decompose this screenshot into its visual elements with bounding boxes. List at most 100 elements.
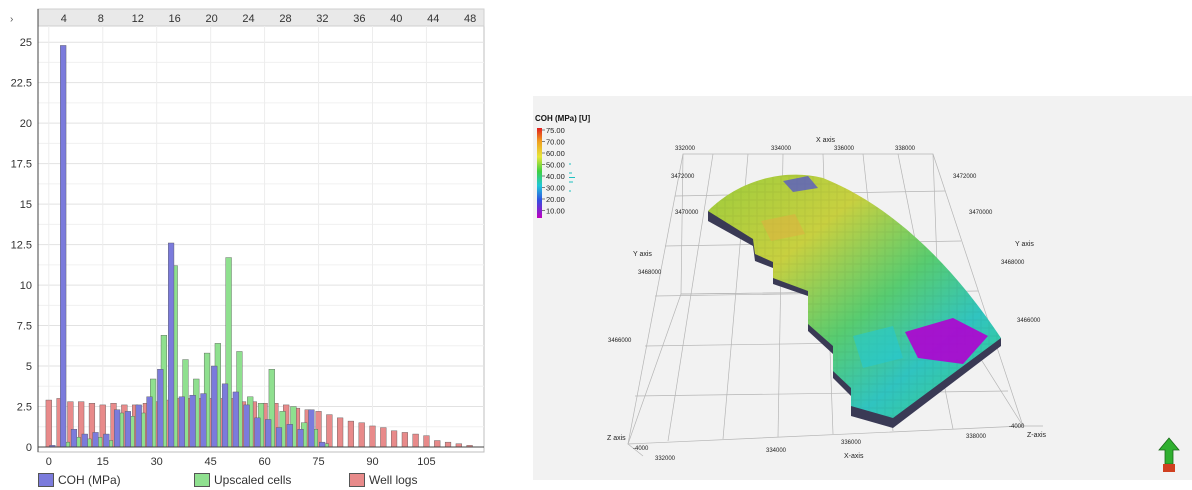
y-tick-right: 3468000 <box>1001 260 1025 266</box>
legend-label-welllogs: Well logs <box>369 473 418 487</box>
bar-coh-mpa <box>92 432 99 448</box>
x-tick-top: 334000 <box>771 146 792 152</box>
histogram-chart: 0 2.5 5 7.5 10 12.5 15 17.5 20 22.5 25 0 15 30 45 60 75… <box>10 8 485 468</box>
y-tick-label: 0 <box>26 442 32 454</box>
bar-coh-mpa <box>189 394 196 448</box>
plot-background <box>37 8 485 453</box>
x-tick-label: 0 <box>46 456 52 468</box>
y-axis-label-right: Y axis <box>1015 241 1034 248</box>
surface-cell-grid <box>708 174 1001 418</box>
colorbar-tick-label: 10.00 <box>546 207 565 216</box>
x-tick-top: 336000 <box>834 146 855 152</box>
legend-label-coh: COH (MPa) <box>58 473 121 487</box>
y-tick-right: 3472000 <box>953 174 977 180</box>
x-axis-label-bottom: X-axis <box>844 453 864 460</box>
legend-welllogs: Well logs <box>349 473 417 487</box>
top-axis-tick-label: 20 <box>205 13 217 25</box>
bar-coh-mpa <box>254 417 261 448</box>
bar-coh-mpa <box>114 409 121 448</box>
bar-coh-mpa <box>308 409 315 448</box>
y-tick-right: 3466000 <box>1017 318 1041 324</box>
colorbar-title: COH (MPa) [U] <box>535 114 590 123</box>
bar-well-logs <box>358 422 365 448</box>
colorbar-tick-label: 50.00 <box>546 161 565 170</box>
x-tick-top: 338000 <box>895 146 916 152</box>
top-axis-tick-label: 36 <box>353 13 365 25</box>
x-tick-label: 60 <box>258 456 270 468</box>
bar-coh-mpa <box>297 428 304 448</box>
bar-well-logs <box>45 399 52 448</box>
up-arrow-icon[interactable] <box>1158 437 1180 472</box>
bar-well-logs <box>412 433 419 448</box>
top-axis-tick-label: 8 <box>98 13 104 25</box>
bar-coh-mpa <box>178 396 185 448</box>
y-axis-label-left: Y axis <box>633 251 652 258</box>
x-tick-bottom: 338000 <box>966 434 987 440</box>
bar-coh-mpa <box>275 427 283 448</box>
z-axis-label-right: Z-axis <box>1027 432 1047 439</box>
bar-well-logs <box>326 414 333 448</box>
bar-coh-mpa <box>70 428 78 448</box>
top-axis-tick-label: 16 <box>169 13 181 25</box>
top-axis-tick-label: 44 <box>427 13 439 25</box>
bar-coh-mpa <box>60 45 67 448</box>
y-tick-left: 3468000 <box>638 270 662 276</box>
y-tick-left: 3466000 <box>608 338 632 344</box>
y-tick-label: 22.5 <box>11 78 32 90</box>
legend-label-upscaled: Upscaled cells <box>214 473 292 487</box>
bar-coh-mpa <box>243 404 250 448</box>
low-value-region <box>905 318 988 364</box>
x-tick-bottom: 334000 <box>766 448 787 454</box>
top-axis-tick-label: 12 <box>132 13 144 25</box>
y-tick-left: 3472000 <box>671 174 695 180</box>
bar-well-logs <box>444 441 452 448</box>
bar-coh-mpa <box>157 369 164 448</box>
legend-upscaled: Upscaled cells <box>194 473 291 487</box>
bar-coh-mpa <box>232 391 239 448</box>
top-axis-tick-label: 48 <box>464 13 476 25</box>
z-tick-left: -4000 <box>633 446 649 452</box>
x-tick-label: 90 <box>366 456 378 468</box>
bar-coh-mpa <box>200 393 207 448</box>
bar-coh-mpa <box>221 383 229 448</box>
corner-mark: › <box>10 14 13 25</box>
colorbar-tick-label: 70.00 <box>546 138 565 147</box>
y-tick-label: 2.5 <box>17 402 32 414</box>
top-axis-band <box>37 8 485 27</box>
cyan-patch <box>853 326 903 368</box>
y-tick-label: 15 <box>20 199 32 211</box>
bar-well-logs <box>347 420 354 448</box>
x-tick-label: 45 <box>205 456 217 468</box>
y-tick-label: 7.5 <box>17 321 32 333</box>
top-axis-tick-label: 28 <box>279 13 291 25</box>
colorbar-tick-label: 30.00 <box>546 184 565 193</box>
bar-coh-mpa <box>286 424 293 448</box>
x-tick-label: 30 <box>151 456 163 468</box>
y-tick-label: 10 <box>20 280 32 292</box>
y-tick-left: 3470000 <box>675 210 699 216</box>
x-tick-top: 332000 <box>675 146 696 152</box>
colorbar-tick-label: 60.00 <box>546 149 565 158</box>
histogram-panel: 0 2.5 5 7.5 10 12.5 15 17.5 20 22.5 25 0 15 30 45 60 75… <box>0 0 500 487</box>
bar-well-logs <box>423 435 430 448</box>
bar-coh-mpa <box>146 396 153 448</box>
bar-coh-mpa <box>211 365 218 448</box>
orange-patch <box>761 214 805 241</box>
bar-coh-mpa <box>265 419 272 448</box>
bar-coh-mpa <box>124 411 131 448</box>
3d-surface <box>708 174 1001 428</box>
z-axis-label-left: Z axis <box>607 435 626 442</box>
bar-well-logs <box>401 432 408 448</box>
top-axis-tick-label: 40 <box>390 13 402 25</box>
bar-coh-mpa <box>103 433 110 448</box>
y-tick-label: 12.5 <box>11 240 32 252</box>
colorbar <box>537 128 542 218</box>
legend-coh: COH (MPa) <box>38 473 121 487</box>
top-axis-tick-label: 4 <box>61 13 67 25</box>
blue-patch-top <box>783 176 818 192</box>
colorbar-tick-label: 20.00 <box>546 195 565 204</box>
bar-well-logs <box>391 430 398 448</box>
x-tick-bottom: 336000 <box>841 440 862 446</box>
y-tick-label: 17.5 <box>11 159 32 171</box>
bar-well-logs <box>434 440 441 448</box>
